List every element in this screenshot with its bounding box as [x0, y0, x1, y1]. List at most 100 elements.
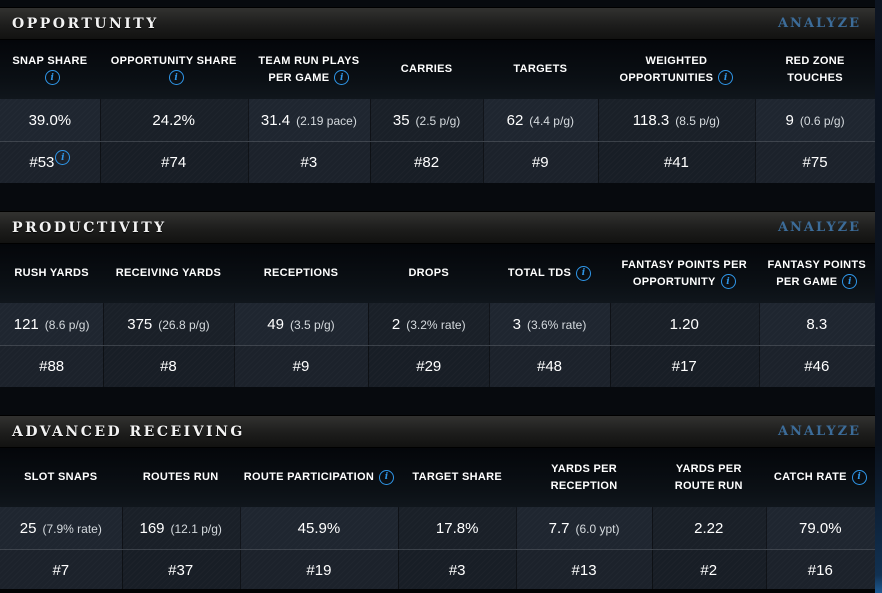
info-icon[interactable] — [720, 274, 736, 290]
stat-value: 2.22 — [694, 519, 724, 537]
stat-rank: #19 — [306, 562, 332, 579]
stat-value: 1.20 — [669, 315, 699, 333]
stat-rank: #29 — [416, 358, 442, 375]
stat-grid: RUSH YARDS RECEIVING YARDS RECEPTIONS DROPS… — [0, 244, 875, 387]
column-header-text: TEAM RUN PLAYS PER GAME — [258, 55, 360, 84]
stat-rank-cell: #9 — [233, 345, 369, 387]
stat-value-cell: 79.0% — [765, 507, 875, 549]
stat-value-cell: 49 (3.5 p/g) — [233, 303, 369, 345]
stat-value: 7.7 — [548, 519, 570, 537]
stat-rank: #16 — [807, 562, 833, 579]
stat-value: 121 — [13, 315, 39, 333]
info-icon[interactable] — [379, 469, 395, 485]
column-header-yards-per-route-run: YARDS PER ROUTE RUN — [651, 448, 766, 507]
stat-rank: #3 — [448, 562, 466, 579]
stat-value-note: (26.8 p/g) — [158, 317, 210, 332]
stat-rank-cell: #19 — [239, 549, 399, 591]
section-title: OPPORTUNITY — [12, 15, 159, 32]
column-header-label: RUSH YARDS — [14, 265, 89, 282]
stat-value: 35 — [392, 111, 410, 129]
column-header-text: ROUTE PARTICIPATION — [243, 471, 375, 484]
stat-section-advanced-receiving: ADVANCED RECEIVING ANALYZE SLOT SNAPS ROUTE… — [0, 415, 875, 591]
column-header-red-zone-touches: RED ZONE TOUCHES — [755, 40, 875, 99]
column-header-label: RECEIVING YARDS — [116, 265, 221, 282]
stat-rank-cell: #3 — [247, 141, 371, 183]
stat-value-note: (3.6% rate) — [526, 317, 587, 332]
stat-rank-cell: #53 — [0, 141, 100, 183]
info-icon[interactable] — [168, 70, 184, 86]
stat-rank-cell: #17 — [609, 345, 759, 387]
info-icon[interactable] — [842, 274, 858, 290]
info-icon[interactable] — [44, 70, 60, 86]
stat-rank-cell: #46 — [758, 345, 875, 387]
column-header-snap-share: SNAP SHARE — [0, 40, 100, 99]
column-header-text: OPPORTUNITY SHARE — [110, 55, 237, 67]
stat-value-note: (8.5 p/g) — [675, 113, 720, 128]
stat-value: 45.9% — [297, 519, 341, 537]
stat-rank: #7 — [52, 562, 70, 579]
column-header-route-participation: ROUTE PARTICIPATION — [239, 448, 399, 507]
stat-grid: SNAP SHARE OPPORTUNITY SHARE TEAM RUN PLAY… — [0, 40, 875, 183]
stat-value-cell: 121 (8.6 p/g) — [0, 303, 104, 345]
info-icon[interactable] — [334, 70, 350, 86]
stat-value-cell: 3 (3.6% rate) — [489, 303, 610, 345]
stat-rank-cell: #75 — [755, 141, 875, 183]
stat-rank-cell: #37 — [121, 549, 240, 591]
stat-value: 3 — [512, 315, 521, 333]
stat-value-note: (8.6 p/g) — [44, 317, 90, 332]
analyze-link[interactable]: ANALYZE — [777, 220, 861, 235]
stat-value-cell: 24.2% — [99, 99, 248, 141]
stat-rank: #3 — [300, 154, 318, 171]
info-icon[interactable] — [851, 469, 867, 485]
stat-value-cell: 375 (26.8 p/g) — [103, 303, 234, 345]
stat-value: 8.3 — [806, 315, 828, 333]
column-header-fantasy-points-per-game: FANTASY POINTS PER GAME — [758, 244, 875, 303]
column-header-label: TOTAL TDS — [508, 265, 592, 282]
column-header-label: DROPS — [408, 265, 449, 282]
column-header-rush-yards: RUSH YARDS — [0, 244, 104, 303]
stat-value-cell: 7.7 (6.0 ypt) — [516, 507, 652, 549]
column-header-label: YARDS PER RECEPTION — [520, 461, 648, 494]
column-header-target-share: TARGET SHARE — [398, 448, 517, 507]
column-header-label: WEIGHTED OPPORTUNITIES — [602, 53, 752, 86]
stat-rank-cell: #88 — [0, 345, 104, 387]
analyze-link[interactable]: ANALYZE — [777, 16, 861, 31]
column-header-label: OPPORTUNITY SHARE — [104, 53, 244, 86]
analyze-link[interactable]: ANALYZE — [777, 424, 861, 439]
column-header-label: FANTASY POINTS PER GAME — [763, 257, 871, 290]
column-header-text: RED ZONE TOUCHES — [785, 55, 845, 84]
column-header-text: DROPS — [408, 267, 450, 280]
info-icon[interactable] — [55, 150, 71, 165]
column-header-label: SLOT SNAPS — [24, 469, 97, 486]
info-icon[interactable] — [718, 70, 734, 86]
stat-rank: #88 — [39, 358, 65, 375]
column-header-label: TEAM RUN PLAYS PER GAME — [252, 53, 367, 86]
info-icon[interactable] — [576, 265, 592, 281]
stat-rank: #53 — [29, 154, 55, 171]
column-header-text: TARGETS — [513, 63, 568, 76]
column-header-carries: CARRIES — [370, 40, 483, 99]
stat-value-cell: 1.20 — [609, 303, 759, 345]
stat-value-cell: 62 (4.4 p/g) — [483, 99, 598, 141]
column-header-text: ROUTES RUN — [142, 471, 219, 484]
stat-value-cell: 39.0% — [0, 99, 100, 141]
column-header-text: YARDS PER ROUTE RUN — [674, 463, 743, 492]
stat-value-cell: 118.3 (8.5 p/g) — [597, 99, 756, 141]
stat-rank-cell: #2 — [651, 549, 766, 591]
stat-rank: #75 — [802, 154, 828, 171]
column-header-weighted-opportunities: WEIGHTED OPPORTUNITIES — [597, 40, 756, 99]
column-header-text: FANTASY POINTS PER GAME — [767, 259, 867, 288]
stat-value: 79.0% — [799, 519, 842, 537]
stat-rank: #9 — [292, 358, 310, 375]
stat-value: 24.2% — [152, 111, 195, 129]
column-header-total-tds: TOTAL TDS — [489, 244, 610, 303]
column-header-label: ROUTE PARTICIPATION — [243, 469, 395, 486]
column-header-label: FANTASY POINTS PER OPPORTUNITY — [614, 257, 755, 290]
column-header-text: RECEIVING YARDS — [115, 267, 222, 280]
stat-value-note: (12.1 p/g) — [170, 521, 222, 536]
section-header: PRODUCTIVITY ANALYZE — [0, 211, 875, 244]
column-header-slot-snaps: SLOT SNAPS — [0, 448, 122, 507]
column-header-label: YARDS PER ROUTE RUN — [656, 461, 762, 494]
